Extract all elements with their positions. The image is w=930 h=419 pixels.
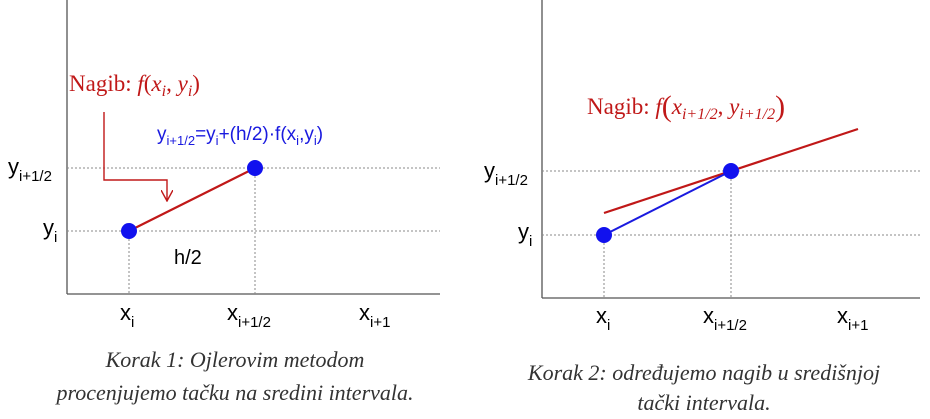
x-label-next-2: xi+1 <box>837 303 868 334</box>
x-label-i-2: xi <box>596 303 610 334</box>
point-midpoint-2 <box>723 163 739 179</box>
point-start-2 <box>596 227 612 243</box>
caption-step-2-line-1: Korak 2: određujemo nagib u središnjoj <box>527 360 880 385</box>
y-label-i-2: yi <box>518 219 532 250</box>
point-midpoint-estimate <box>247 160 263 176</box>
x-label-half-2: xi+1/2 <box>703 303 747 334</box>
slope-callout-arrow <box>103 112 167 201</box>
panel-step-2: Nagib: f(xi+1/2, yi+1/2) yi+1/2 yi xi xi… <box>484 0 920 415</box>
caption-step-2-line-2: tački intervala. <box>637 390 770 415</box>
euler-step-segment <box>128 167 256 232</box>
step-size-label: h/2 <box>174 247 202 269</box>
point-start <box>121 223 137 239</box>
panel-step-1: Nagib: f(xi, yi) yi+1/2=yi+(h/2)·f(xi,yi… <box>8 0 440 405</box>
x-label-half: xi+1/2 <box>227 300 271 331</box>
slope-label-2: Nagib: f(xi+1/2, yi+1/2) <box>587 90 785 123</box>
slope-label: Nagib: f(xi, yi) <box>69 71 200 100</box>
x-label-i: xi <box>120 300 134 331</box>
x-label-next: xi+1 <box>359 300 390 331</box>
caption-step-1-line-1: Korak 1: Ojlerovim metodom <box>105 347 365 372</box>
y-label-half: yi+1/2 <box>8 154 52 185</box>
y-label-i: yi <box>43 215 57 246</box>
caption-step-1-line-2: procenjujemo tačku na sredini intervala. <box>54 380 413 405</box>
midpoint-formula: yi+1/2=yi+(h/2)·f(xi,yi) <box>157 124 323 148</box>
y-label-half-2: yi+1/2 <box>484 158 528 189</box>
euler-step-segment-2 <box>603 170 732 236</box>
